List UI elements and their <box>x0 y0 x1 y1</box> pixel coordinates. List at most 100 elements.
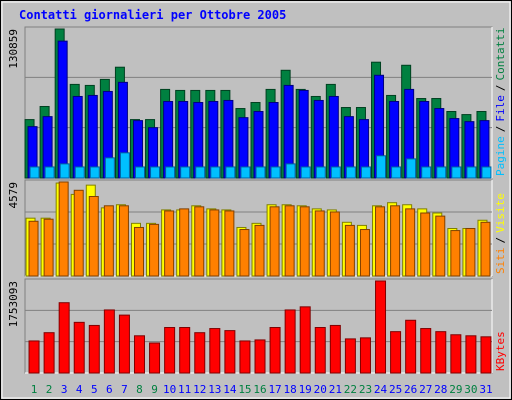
x-tick-label: 18 <box>284 383 297 396</box>
x-tick-label: 22 <box>344 383 357 396</box>
bar <box>43 332 55 374</box>
bar <box>180 166 191 179</box>
x-tick-label: 2 <box>46 383 53 396</box>
x-tick-label: 29 <box>449 383 462 396</box>
x-tick-label: 11 <box>178 383 191 396</box>
legend-entry: File <box>494 95 507 122</box>
bar <box>298 89 309 179</box>
bar <box>284 309 296 374</box>
bar <box>328 95 339 179</box>
bar <box>313 99 324 179</box>
bar <box>360 166 371 179</box>
x-tick-label: 7 <box>121 383 128 396</box>
bar <box>450 334 462 374</box>
bar <box>44 166 55 179</box>
bar <box>103 309 115 374</box>
legend: KBytes <box>494 331 507 371</box>
bar <box>164 327 176 374</box>
x-tick-label: 6 <box>106 383 113 396</box>
bar <box>421 166 432 179</box>
y-tick-label: 130859 <box>7 29 20 69</box>
x-tick-label: 17 <box>268 383 281 396</box>
bar <box>224 330 236 374</box>
bar <box>420 328 432 374</box>
x-tick-label: 16 <box>253 383 266 396</box>
x-tick-label: 3 <box>61 383 68 396</box>
bar <box>390 331 402 374</box>
bar <box>194 206 205 277</box>
bar <box>224 210 235 277</box>
x-tick-label: 28 <box>434 383 447 396</box>
bar <box>194 332 206 374</box>
bar <box>149 342 161 374</box>
bar <box>57 40 68 179</box>
bar <box>209 328 221 374</box>
bar <box>269 206 280 277</box>
bar <box>329 324 341 374</box>
x-tick-label: 24 <box>374 383 388 396</box>
bar <box>223 99 234 179</box>
bar <box>87 94 98 179</box>
x-tick-label: 30 <box>464 383 477 396</box>
bar <box>465 227 476 277</box>
bar <box>481 166 492 179</box>
bar <box>300 166 311 179</box>
legend-separator: / <box>494 237 507 244</box>
x-tick-label: 10 <box>163 383 176 396</box>
x-tick-label: 20 <box>314 383 327 396</box>
bar <box>435 331 447 374</box>
bar <box>345 166 356 179</box>
bar <box>209 209 220 277</box>
bar <box>164 210 175 277</box>
bar <box>376 155 387 179</box>
bar <box>450 230 461 277</box>
bar <box>299 306 311 374</box>
bar <box>285 163 296 179</box>
bar <box>465 335 477 374</box>
bar <box>74 166 85 179</box>
bar <box>73 321 85 374</box>
bar <box>88 324 100 374</box>
bar <box>210 166 221 179</box>
x-tick-label: 12 <box>193 383 206 396</box>
bar <box>406 158 417 179</box>
bar <box>118 314 130 374</box>
bar <box>359 337 371 374</box>
bar <box>133 335 145 374</box>
bar <box>58 302 70 374</box>
bar <box>314 327 326 374</box>
bar <box>405 208 416 277</box>
bar <box>89 166 100 179</box>
bar <box>104 157 115 179</box>
bar <box>451 166 462 179</box>
bar <box>480 336 492 374</box>
bar <box>329 211 340 277</box>
legend-separator: / <box>494 126 507 133</box>
bar <box>179 208 190 277</box>
bar <box>359 229 370 277</box>
x-tick-label: 9 <box>151 383 158 396</box>
bar <box>269 327 281 374</box>
bar <box>195 166 206 179</box>
x-tick-label: 4 <box>76 383 83 396</box>
bar <box>314 210 325 277</box>
bar <box>28 340 40 374</box>
bar <box>149 223 160 277</box>
x-tick-label: 21 <box>329 383 342 396</box>
bar <box>150 166 161 179</box>
bar <box>88 195 99 277</box>
bar <box>103 205 114 277</box>
bar <box>165 166 176 179</box>
bar <box>254 224 265 277</box>
bar <box>28 220 39 277</box>
legend-separator: / <box>494 85 507 92</box>
y-tick-label: 1753093 <box>7 281 20 327</box>
bar <box>119 152 130 179</box>
bar <box>330 166 341 179</box>
chart-title: Contatti giornalieri per Ottobre 2005 <box>19 8 286 22</box>
bar <box>270 166 281 179</box>
bar <box>436 166 447 179</box>
x-tick-label: 14 <box>223 383 237 396</box>
